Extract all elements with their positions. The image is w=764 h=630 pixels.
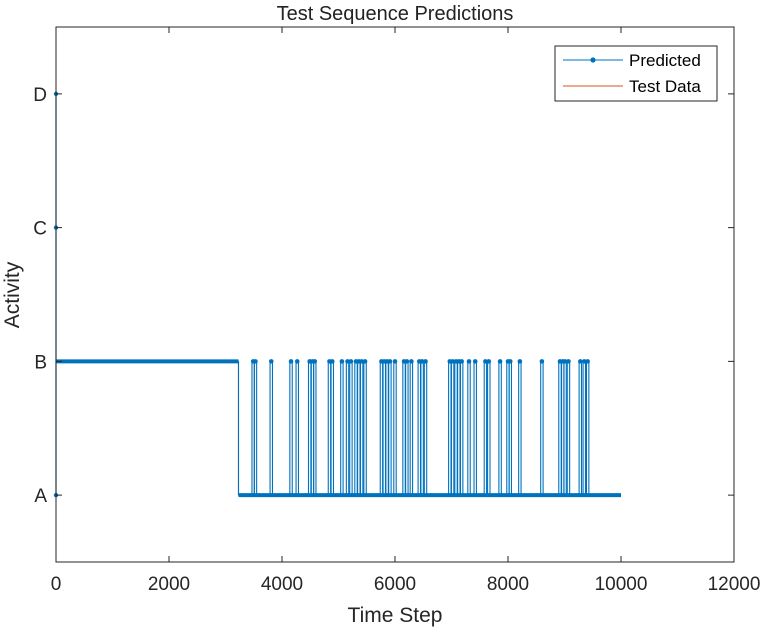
series-predicted-point (345, 359, 350, 364)
series-predicted-point (581, 359, 587, 364)
series-predicted-point (450, 359, 455, 364)
series-predicted-point (392, 359, 398, 364)
series-predicted-point (288, 359, 294, 364)
series-predicted-point (409, 359, 414, 364)
series-predicted-point (404, 359, 410, 364)
series-predicted-point (507, 359, 513, 364)
x-tick-label: 8000 (487, 574, 529, 595)
x-tick-label: 6000 (374, 574, 416, 595)
series-predicted-point (423, 359, 428, 364)
chart-title: Test Sequence Predictions (277, 3, 514, 25)
series-predicted-point (294, 359, 300, 364)
y-axis-label: Activity (1, 261, 24, 328)
series-predicted-point (419, 359, 425, 364)
y-tick-label: A (34, 486, 47, 507)
plot-area (56, 27, 734, 562)
series-predicted-point (566, 359, 571, 364)
series-predicted-point (585, 359, 590, 364)
y-tick-label: B (34, 352, 47, 373)
predicted-layer (53, 91, 621, 498)
x-tick-label: 2000 (148, 574, 190, 595)
series-predicted-point (329, 359, 335, 364)
x-tick-label: 0 (51, 574, 62, 595)
legend-predicted-label: Predicted (629, 51, 701, 70)
series-predicted-point (359, 359, 364, 364)
series-predicted-point (387, 359, 393, 364)
series-predicted-point (339, 359, 345, 364)
legend-test-data-label: Test Data (629, 77, 701, 96)
series-predicted-point (497, 359, 503, 364)
series-predicted-point (517, 359, 523, 364)
y-axis: A B C D (33, 85, 734, 507)
series-predicted-point (483, 359, 488, 364)
series-predicted-point (539, 359, 545, 364)
series-predicted-point (486, 359, 492, 364)
y-tick-label: C (33, 219, 47, 240)
series-predicted-point (459, 359, 464, 364)
series-predicted-point (253, 359, 258, 364)
series-predicted-point (312, 359, 318, 364)
series-predicted-point (466, 359, 472, 364)
x-axis: 0 2000 4000 6000 8000 10000 12000 (51, 27, 761, 595)
y-tick-label: D (33, 85, 47, 106)
x-axis-label: Time Step (348, 604, 443, 627)
series-predicted-point (472, 359, 478, 364)
legend-box (554, 45, 718, 102)
x-tick-label: 12000 (708, 574, 761, 595)
x-tick-label: 10000 (595, 574, 648, 595)
legend: Predicted Test Data (554, 45, 718, 102)
series-predicted-point (268, 359, 274, 364)
series-predicted-point (348, 359, 354, 364)
series-predicted-point (562, 359, 568, 364)
x-tick-label: 4000 (261, 574, 303, 595)
series-predicted-point (362, 359, 368, 364)
legend-predicted-marker (590, 57, 596, 63)
series-predicted-point (578, 359, 583, 364)
